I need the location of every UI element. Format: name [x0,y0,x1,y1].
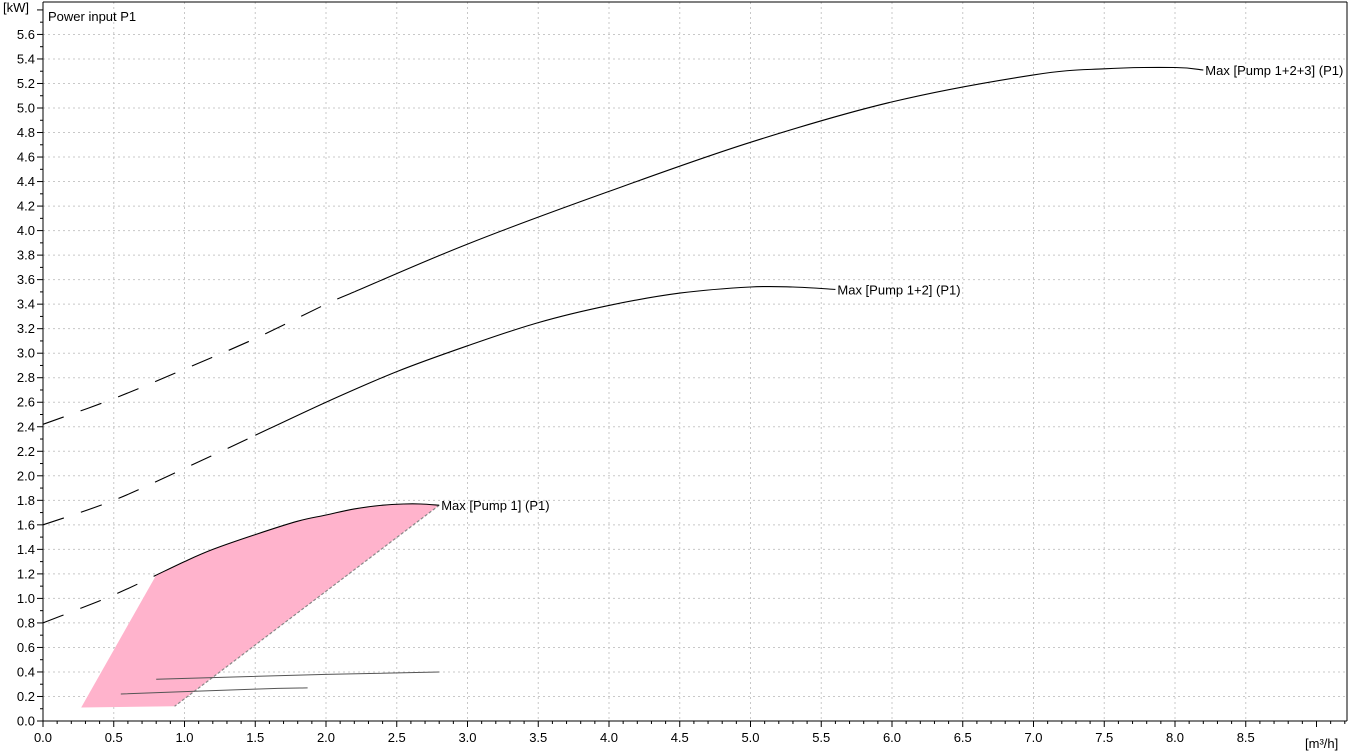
y-tick-label: 1.8 [17,493,35,508]
series-curve [255,285,836,436]
series-curve-dashed [42,574,157,624]
series-curve [354,66,1204,293]
series-label: Max [Pump 1+2+3] (P1) [1205,63,1343,78]
y-tick-label: 1.2 [17,566,35,581]
y-tick-label: 5.6 [17,27,35,42]
y-tick-label: 0.4 [17,664,35,679]
chart-title: Power input P1 [48,9,136,24]
x-tick-label: 1.0 [175,730,193,745]
axes [37,1,1348,727]
series-label: Max [Pump 1] (P1) [441,498,549,513]
labels: [kW] Power input P1 [m³/h] Max [Pump 1] … [3,0,1343,751]
y-tick-label: 2.8 [17,370,35,385]
x-tick-label: 4.0 [600,730,618,745]
x-tick-label: 6.5 [954,730,972,745]
y-tick-label: 0.8 [17,615,35,630]
x-tick-label: 8.5 [1237,730,1255,745]
x-tick-label: 7.5 [1095,730,1113,745]
grid [42,2,1347,722]
y-tick-label: 4.6 [17,150,35,165]
x-tick-label: 0.0 [34,730,52,745]
y-tick-label: 2.2 [17,444,35,459]
y-tick-label: 5.4 [17,51,35,66]
x-tick-label: 1.5 [246,730,264,745]
x-tick-label: 4.5 [671,730,689,745]
y-tick-label: 5.0 [17,101,35,116]
y-tick-label: 0.2 [17,689,35,704]
x-tick-label: 2.5 [388,730,406,745]
operating-area-layer [81,504,440,708]
y-unit-label: [kW] [3,0,29,15]
y-tick-label: 1.4 [17,542,35,557]
x-tick-label: 0.5 [105,730,123,745]
y-tick-label: 1.6 [17,517,35,532]
y-tick-label: 4.4 [17,174,35,189]
y-tick-label: 0.6 [17,640,35,655]
y-tick-label: 4.0 [17,223,35,238]
x-tick-label: 5.5 [812,730,830,745]
series-layer [42,66,1204,695]
y-tick-label: 2.4 [17,419,35,434]
y-tick-label: 3.6 [17,272,35,287]
y-tick-label: 4.8 [17,125,35,140]
operating-area [81,504,440,708]
y-tick-label: 5.2 [17,76,35,91]
y-tick-label: 0.0 [17,714,35,729]
series-label: Max [Pump 1+2] (P1) [837,282,960,297]
y-tick-label: 3.0 [17,346,35,361]
y-tick-label: 4.2 [17,199,35,214]
y-tick-label: 3.4 [17,297,35,312]
x-tick-label: 8.0 [1166,730,1184,745]
y-tick-label: 3.8 [17,248,35,263]
minor-curve [120,687,308,695]
x-tick-label: 5.0 [741,730,759,745]
y-tick-label: 2.0 [17,468,35,483]
minor-curve [156,671,440,680]
x-tick-label: 6.0 [883,730,901,745]
y-tick-label: 2.6 [17,395,35,410]
x-tick-label: 3.0 [458,730,476,745]
x-tick-label: 2.0 [317,730,335,745]
operating-area-edge [174,504,440,707]
y-tick-label: 1.0 [17,591,35,606]
series-curve [155,503,440,576]
x-unit-label: [m³/h] [1305,736,1338,751]
y-tick-label: 3.2 [17,321,35,336]
x-tick-label: 7.0 [1024,730,1042,745]
x-tick-label: 3.5 [529,730,547,745]
